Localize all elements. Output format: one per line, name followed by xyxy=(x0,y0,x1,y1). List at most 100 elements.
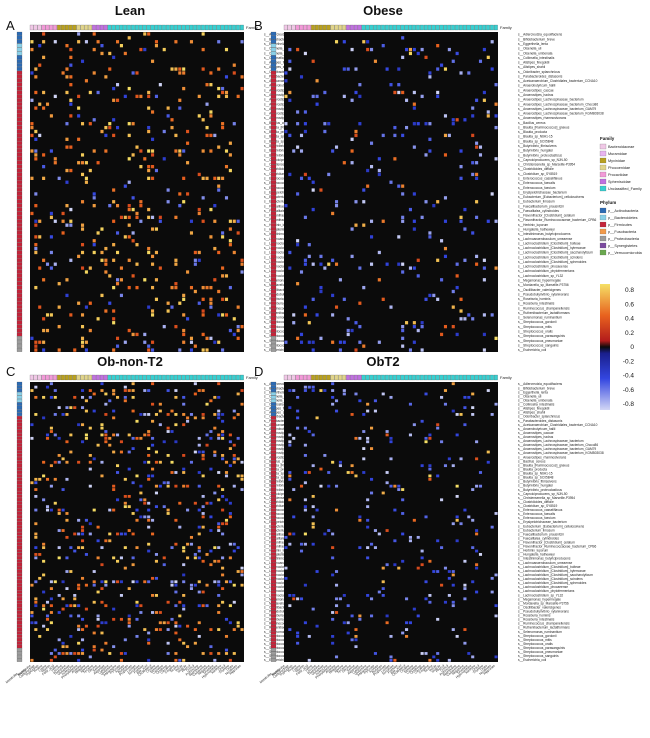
metabolite-label: Serine xyxy=(92,664,102,673)
heatmap-cell xyxy=(299,149,304,153)
family-bar-cell xyxy=(353,24,358,31)
heatmap-cell xyxy=(303,621,307,625)
colorbar-tick-label: -0.8 xyxy=(623,401,635,408)
heatmap-cell xyxy=(315,624,319,628)
heatmap-cell xyxy=(61,71,65,75)
heatmap-cell xyxy=(34,129,38,134)
heatmap-cell xyxy=(224,634,229,638)
heatmap-cell xyxy=(459,522,463,526)
phylum-bar-cell xyxy=(16,474,23,478)
metabolite-label: Proline xyxy=(287,664,297,674)
heatmap-cell xyxy=(217,471,221,474)
colorbar-gradient xyxy=(600,284,610,410)
heatmap-cell xyxy=(436,67,440,71)
phylum-bar-cell xyxy=(16,180,23,184)
heatmap-cell xyxy=(288,477,292,481)
heatmap-cell xyxy=(389,484,393,488)
family-bar-cell xyxy=(451,374,455,381)
species-label: s__Butyrivibrio_hungatei xyxy=(264,484,299,488)
species-label: s__Hungatella_hathewayi xyxy=(264,227,301,231)
phylum-bar-cell xyxy=(270,409,277,413)
heatmap-cell xyxy=(373,399,377,403)
heatmap-cell xyxy=(331,389,335,392)
heatmap-cell xyxy=(201,413,205,416)
phylum-bar-cell xyxy=(270,637,277,642)
heatmap-cell xyxy=(49,114,53,118)
phylum-bar-cell xyxy=(16,102,23,106)
phylum-bar-cell xyxy=(16,439,23,444)
heatmap-cell xyxy=(30,47,34,52)
heatmap-cell xyxy=(147,125,151,130)
metabolite-label: Alanine xyxy=(333,664,344,674)
heatmap-cell xyxy=(154,505,158,509)
heatmap-cell xyxy=(459,457,463,461)
species-label: s__Clostridium_sp_SY8519 xyxy=(518,172,558,176)
heatmap-cell xyxy=(154,460,158,464)
heatmap-cell xyxy=(92,149,96,153)
heatmap-cell xyxy=(193,556,197,560)
metabolite-label: Xanthine xyxy=(210,664,222,675)
family-bar-cell xyxy=(381,374,385,381)
colorbar-tick-label: 0.2 xyxy=(625,330,634,337)
heatmap-cell xyxy=(221,508,225,512)
heatmap-cell xyxy=(65,570,69,573)
family-bar-cell xyxy=(212,374,217,381)
heatmap-cell xyxy=(471,655,475,659)
heatmap-cell xyxy=(61,211,65,216)
heatmap-cell xyxy=(303,385,307,389)
heatmap-cell xyxy=(53,580,57,584)
heatmap-cell xyxy=(42,55,46,60)
heatmap-cell xyxy=(228,219,232,223)
heatmap-cell xyxy=(440,239,444,243)
phylum-bar-cell xyxy=(16,230,23,235)
family-bar-cell xyxy=(373,374,378,381)
heatmap-cell xyxy=(455,634,459,638)
family-bar-cell xyxy=(103,24,108,31)
phylum-bar-cell xyxy=(16,497,23,502)
heatmap-cell xyxy=(284,129,288,134)
heatmap-cell xyxy=(131,512,135,515)
heatmap-cell xyxy=(80,628,85,631)
family-bar-cell xyxy=(400,24,405,31)
phylum-bar-cell xyxy=(270,405,277,410)
heatmap-cell xyxy=(381,491,385,495)
phylum-bar-cell xyxy=(16,246,23,251)
heatmap-cell xyxy=(296,192,300,196)
heatmap-cell xyxy=(178,149,182,153)
heatmap-cell xyxy=(463,559,467,563)
heatmap-cell xyxy=(154,450,158,454)
family-bar xyxy=(29,24,244,31)
phylum-bar-cell xyxy=(16,655,23,659)
metabolite-label: Indole xyxy=(174,664,183,673)
phylum-legend-swatch xyxy=(599,249,607,256)
heatmap-cell xyxy=(303,258,307,262)
family-bar-cell xyxy=(490,374,494,381)
heatmap-cell xyxy=(412,219,416,223)
heatmap-cell xyxy=(84,40,88,44)
heatmap-cell xyxy=(201,389,205,392)
heatmap-cell xyxy=(104,133,108,138)
heatmap-cell xyxy=(288,133,292,138)
heatmap-cell xyxy=(42,498,46,502)
heatmap-cell xyxy=(77,641,81,645)
phylum-bar-cell xyxy=(16,426,23,430)
heatmap-cell xyxy=(327,172,331,177)
heatmap-cell xyxy=(193,289,197,294)
heatmap-cell xyxy=(213,219,217,223)
heatmap-cell xyxy=(189,587,194,590)
phylum-bar-cell xyxy=(270,293,277,298)
heatmap-cell xyxy=(80,638,85,642)
species-label: s__Eubacterium_limosum xyxy=(518,200,555,204)
heatmap-cell xyxy=(147,90,151,95)
heatmap-cell xyxy=(205,83,209,87)
phylum-bar-cell xyxy=(270,477,277,481)
heatmap-cell xyxy=(478,471,483,474)
heatmap-cell xyxy=(331,395,335,399)
heatmap-cell xyxy=(408,207,412,212)
heatmap-cell xyxy=(292,597,296,601)
phylum-bar-cell xyxy=(270,528,277,533)
heatmap-cell xyxy=(381,44,385,48)
heatmap-cell xyxy=(65,44,69,48)
species-label: s__Alistipes_finegoldii xyxy=(518,407,550,411)
phylum-bar-cell xyxy=(16,152,23,157)
